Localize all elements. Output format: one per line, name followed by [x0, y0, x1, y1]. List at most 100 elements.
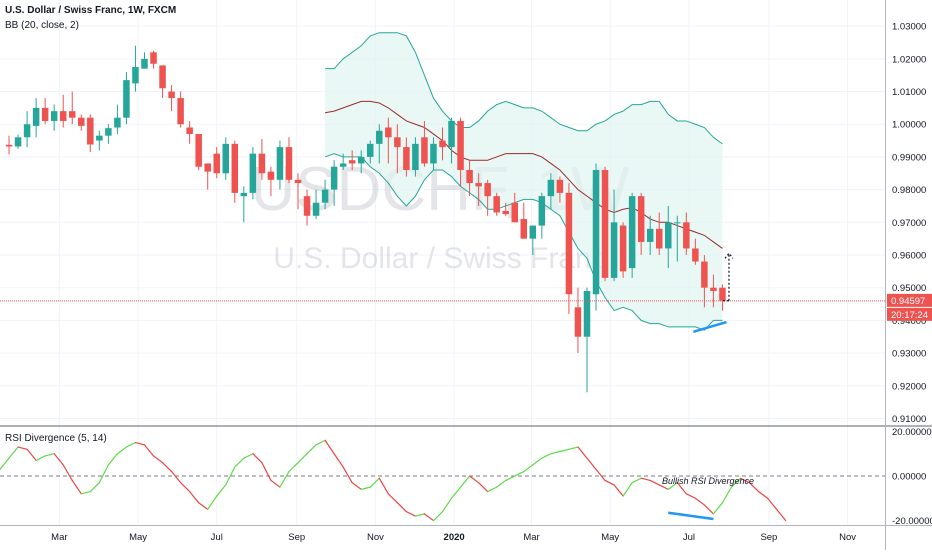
candle — [421, 120, 428, 167]
candle-body — [457, 120, 464, 170]
candle-body — [538, 196, 546, 226]
candle — [565, 183, 573, 314]
candle — [303, 189, 311, 226]
candle — [683, 212, 690, 255]
rsi-segment — [207, 495, 218, 511]
rsi-segment — [297, 453, 308, 464]
candle-body — [376, 130, 383, 144]
candle — [502, 202, 509, 216]
candle-body — [701, 261, 708, 288]
candle — [312, 189, 320, 220]
candle — [628, 192, 636, 278]
candle — [610, 189, 618, 282]
candle-body — [592, 170, 600, 295]
rsi-segment — [306, 444, 317, 455]
candle-body — [646, 228, 654, 242]
rsi-segment — [514, 470, 525, 477]
candle-body — [637, 196, 645, 242]
candle — [68, 91, 76, 125]
candle — [646, 215, 654, 255]
candle-body — [240, 192, 248, 197]
candle-body — [87, 117, 94, 145]
rsi-segment — [703, 504, 715, 515]
rsi-segment — [369, 477, 380, 488]
candle-body — [583, 290, 591, 337]
rsi-segment — [748, 482, 760, 493]
price-tick-label: 1.01000 — [892, 87, 926, 98]
candle — [493, 192, 500, 216]
candle-body — [339, 163, 347, 167]
last-price-tag-bg — [887, 293, 932, 307]
candle — [538, 192, 546, 239]
candle-body — [312, 202, 320, 216]
candle — [96, 130, 103, 151]
candle — [475, 173, 482, 206]
rsi-divergence-line — [668, 511, 714, 521]
rsi-segment — [721, 486, 733, 504]
rsi-segment — [378, 477, 389, 495]
candle — [701, 255, 708, 308]
candle-body — [5, 144, 13, 147]
candle-body — [159, 65, 166, 89]
candle — [376, 124, 383, 164]
candle-body — [348, 160, 356, 164]
symbol-title[interactable]: U.S. Dollar / Swiss Franc, 1W, FXCM — [5, 5, 176, 16]
candle-body — [168, 91, 175, 99]
rsi-segment — [351, 482, 362, 490]
candle-body — [439, 140, 446, 148]
candle — [637, 192, 645, 255]
time-tick-label: Jul — [211, 532, 223, 543]
rsi-segment — [658, 484, 669, 490]
rsi-segment — [170, 470, 182, 484]
candle-body — [285, 147, 293, 180]
candle — [105, 124, 112, 144]
last-price-value: 0.94597 — [891, 296, 925, 307]
candle — [583, 287, 591, 393]
candle-body — [655, 228, 663, 249]
rsi-segment — [0, 457, 10, 470]
candle-body — [683, 222, 690, 249]
candle — [403, 137, 410, 177]
candle — [168, 85, 175, 112]
candle — [195, 134, 202, 170]
rsi-segment — [667, 482, 678, 490]
rsi-segment — [459, 475, 471, 488]
rsi-segment — [730, 477, 742, 488]
time-tick-label: Nov — [367, 532, 384, 543]
candle-body — [665, 222, 672, 249]
candle — [529, 225, 537, 255]
rsi-segment — [604, 479, 615, 486]
rsi-segment — [640, 477, 651, 482]
candle — [285, 137, 293, 184]
candle — [692, 238, 699, 265]
rsi-segment — [180, 482, 191, 493]
rsi-label[interactable]: RSI Divergence (5, 14) — [5, 433, 107, 444]
price-tick-label: 1.03000 — [892, 22, 926, 33]
candle — [240, 186, 248, 223]
candle-body — [403, 147, 410, 170]
candle — [655, 212, 663, 255]
candle — [466, 160, 473, 197]
candle-body — [493, 196, 500, 213]
rsi-segment — [523, 464, 534, 473]
watermark-description: U.S. Dollar / Swiss Franc — [273, 242, 606, 275]
rsi-segment — [414, 513, 426, 517]
candle-body — [520, 219, 528, 239]
candle-body — [276, 147, 284, 180]
rsi-segment — [8, 446, 19, 459]
candle-body — [556, 179, 564, 193]
rsi-segment — [694, 497, 705, 506]
rsi-segment — [279, 470, 290, 488]
rsi-segment — [234, 457, 245, 468]
candle-body — [619, 225, 627, 272]
candle — [258, 138, 266, 180]
price-tick-label: 0.95000 — [892, 283, 926, 294]
candle-body — [114, 117, 121, 128]
candle-body — [150, 52, 157, 64]
rsi-segment — [360, 486, 371, 490]
candle — [394, 124, 401, 174]
candle — [511, 192, 518, 223]
candle-body — [610, 222, 618, 278]
indicator-label[interactable]: BB (20, close, 2) — [5, 20, 79, 31]
